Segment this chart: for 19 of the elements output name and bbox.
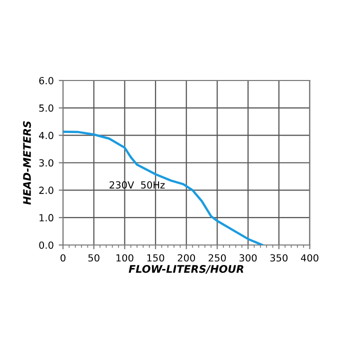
y-tick-label: 4.0 [38, 132, 54, 140]
y-tick-label: 1.0 [40, 214, 54, 222]
x-tick-label: 250 [208, 254, 226, 262]
x-tick-label: 0 [60, 254, 66, 262]
y-tick-label: 5.0 [39, 104, 54, 112]
x-tick-label: 200 [178, 254, 196, 262]
y-axis-title: HEAD-METERS [23, 121, 31, 205]
x-tick-label: 150 [147, 254, 164, 262]
x-tick-label: 50 [88, 254, 100, 262]
x-tick-label: 350 [270, 254, 288, 262]
y-tick-label: 0.0 [39, 241, 54, 249]
x-tick-label: 100 [116, 254, 134, 262]
y-tick-label: 2.0 [39, 186, 54, 194]
x-tick-label: 400 [300, 254, 318, 262]
y-tick-label: 6.0 [39, 76, 54, 84]
y-tick-label: 3.0 [39, 159, 54, 167]
x-tick-label: 300 [240, 254, 257, 262]
line-series [63, 130, 264, 245]
x-axis-title: FLOW-LITERS/HOUR [128, 265, 244, 274]
